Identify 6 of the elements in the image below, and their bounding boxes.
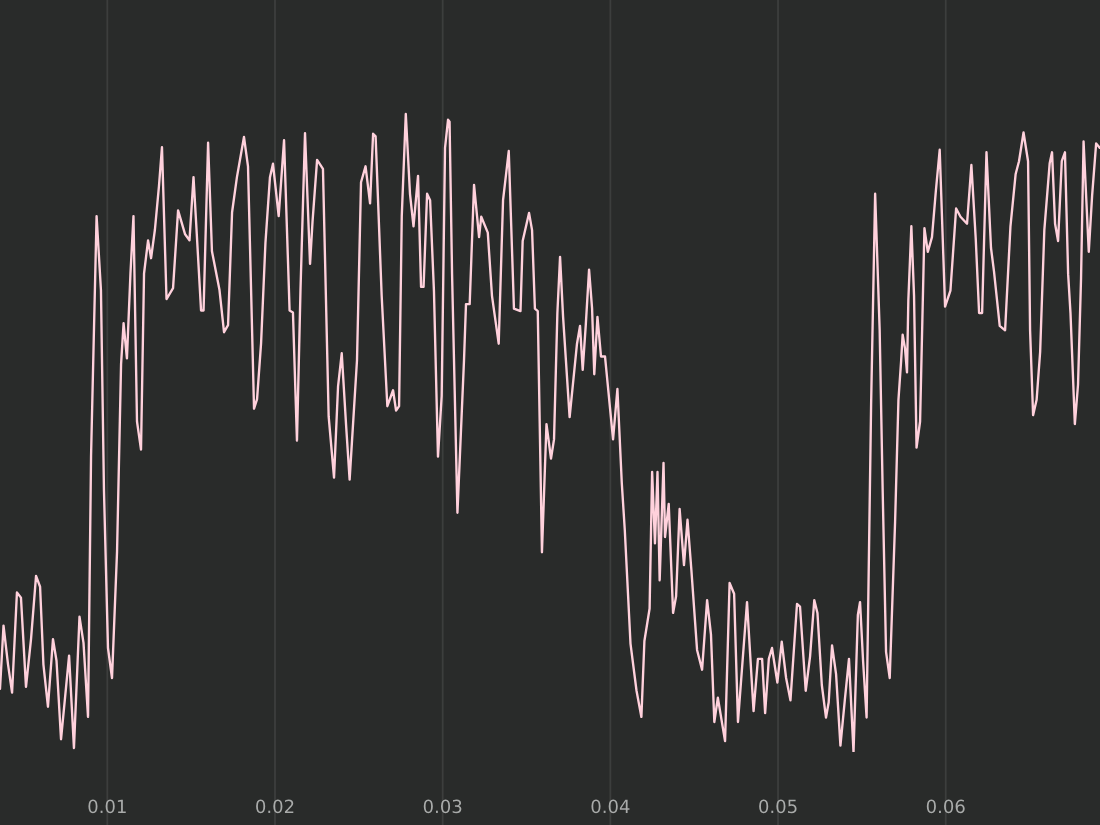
x-tick-label: 0.02 — [256, 799, 294, 814]
x-tick-label: 0.06 — [926, 799, 965, 814]
x-tick-label: 0.01 — [88, 799, 126, 814]
x-tick-label: 0.04 — [591, 799, 630, 814]
x-tick-label: 0.03 — [423, 799, 462, 814]
x-tick-label: 0.05 — [759, 799, 797, 814]
